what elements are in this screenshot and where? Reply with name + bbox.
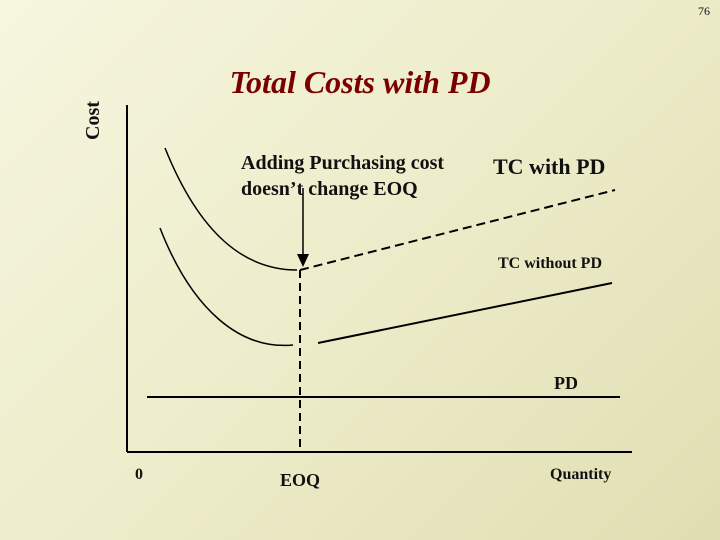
tc-with-pd-label: TC with PD bbox=[493, 154, 606, 179]
tc-without-pd-curve bbox=[159, 227, 294, 347]
tc-with-pd-dashed-line bbox=[299, 189, 616, 271]
eoq-label: EOQ bbox=[280, 470, 321, 490]
slide-title: Total Costs with PD bbox=[229, 64, 491, 100]
annotation-line-1: Adding Purchasing cost bbox=[241, 152, 445, 174]
page-number: 76 bbox=[698, 4, 710, 18]
annotation-text: Adding Purchasing cost doesn’t change EO… bbox=[241, 150, 444, 202]
tc-without-pd-label: TC without PD bbox=[498, 255, 603, 272]
tc-without-pd-line bbox=[317, 282, 613, 344]
x-axis-label: Quantity bbox=[550, 466, 612, 483]
arrowhead-icon bbox=[297, 254, 309, 267]
tc-with-pd-curve bbox=[164, 147, 298, 271]
annotation-line-2: doesn’t change EOQ bbox=[241, 178, 418, 200]
origin-label: 0 bbox=[135, 466, 143, 483]
pd-label: PD bbox=[554, 373, 578, 393]
